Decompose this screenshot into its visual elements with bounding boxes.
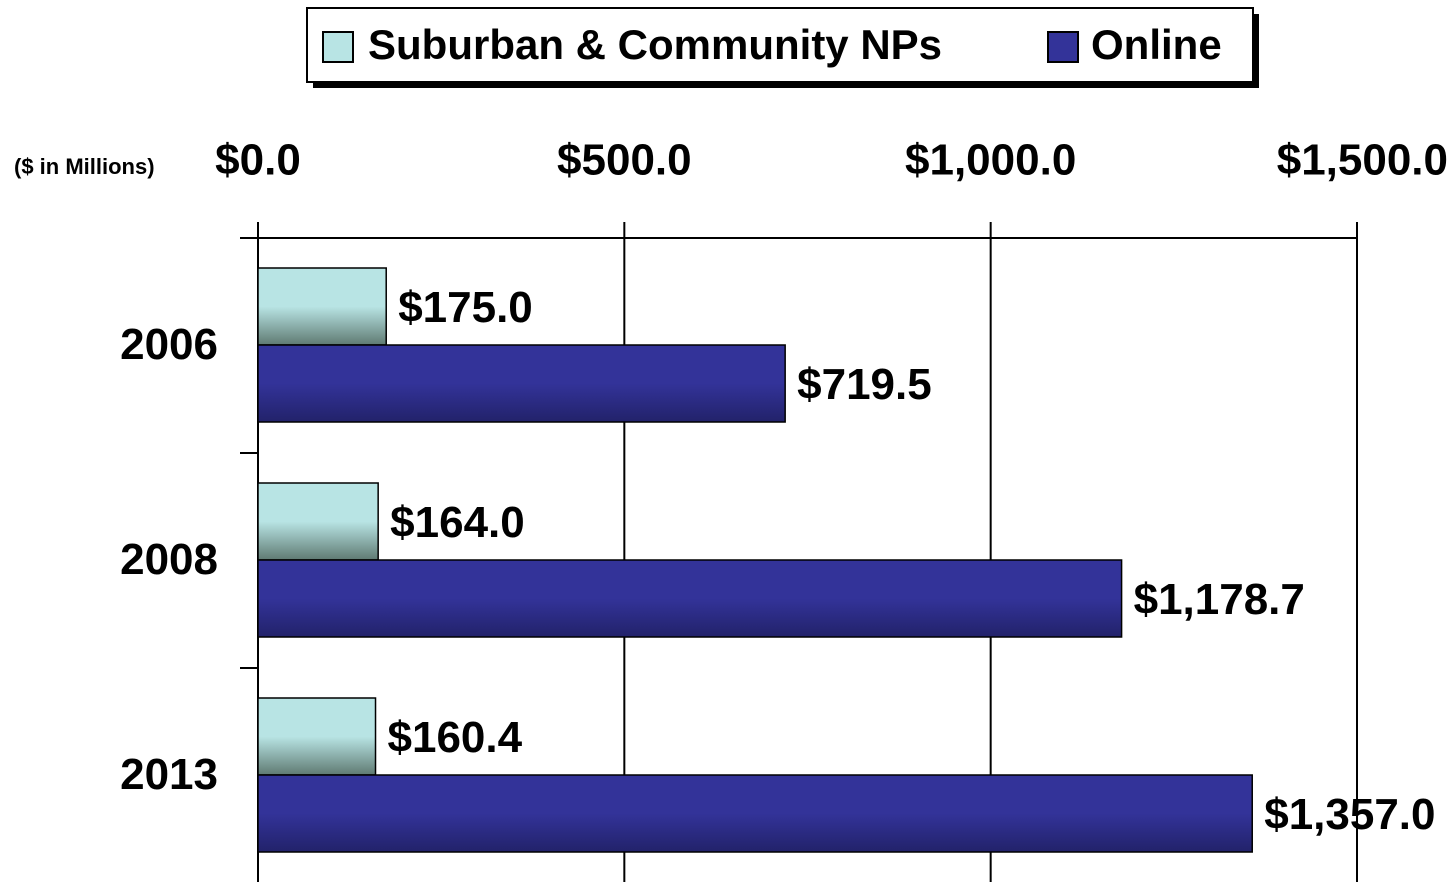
legend-swatch xyxy=(322,31,354,63)
y-tick-label: 2013 xyxy=(120,750,218,799)
x-tick-label: $500.0 xyxy=(557,136,692,185)
x-tick-label: $1,000.0 xyxy=(905,136,1076,185)
bar xyxy=(257,774,1253,853)
bar xyxy=(257,697,377,776)
x-tick-label: $1,500.0 xyxy=(1277,136,1448,185)
legend-label: Online xyxy=(1091,21,1222,68)
x-tick-label: $0.0 xyxy=(215,136,301,185)
legend-swatch xyxy=(1047,31,1079,63)
data-label: $1,178.7 xyxy=(1134,575,1305,624)
legend xyxy=(306,7,1254,83)
y-tick-label: 2008 xyxy=(120,535,218,584)
data-label: $160.4 xyxy=(388,713,523,762)
bar xyxy=(257,344,786,423)
data-label: $719.5 xyxy=(797,360,932,409)
axis-note: ($ in Millions) xyxy=(14,154,155,179)
bar xyxy=(257,482,379,561)
legend-label: Suburban & Community NPs xyxy=(368,21,942,68)
bar xyxy=(257,559,1123,638)
y-tick-label: 2006 xyxy=(120,320,218,369)
data-label: $175.0 xyxy=(398,283,533,332)
data-label: $164.0 xyxy=(390,498,525,547)
data-label: $1,357.0 xyxy=(1264,790,1435,839)
bar xyxy=(257,267,387,346)
